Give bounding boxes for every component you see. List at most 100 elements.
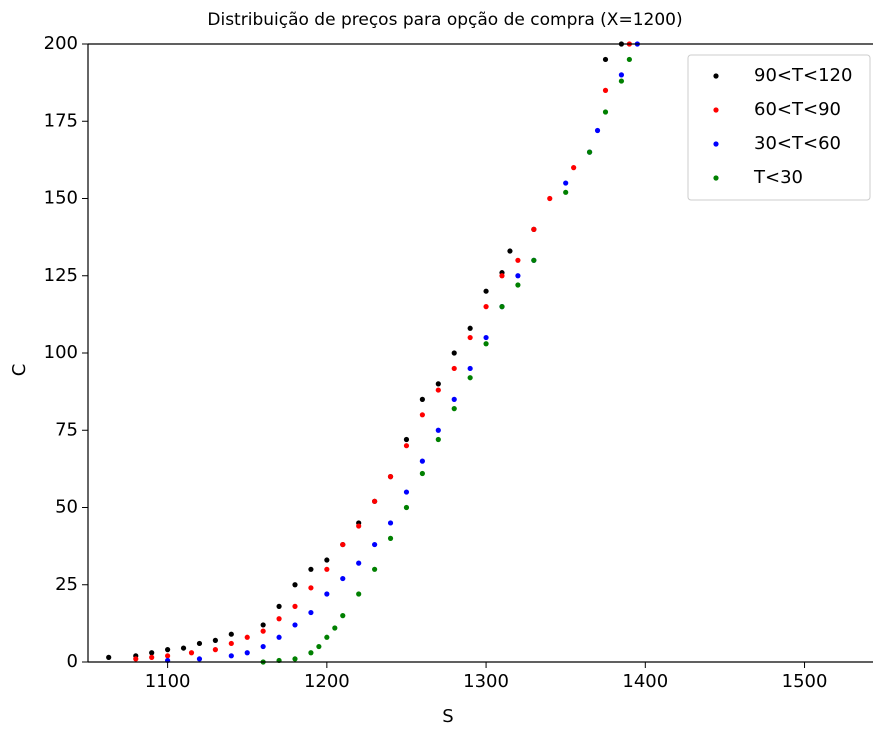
- point: [451, 396, 457, 402]
- y-tick-label: 150: [44, 188, 78, 209]
- point: [260, 622, 266, 628]
- point: [308, 650, 314, 656]
- x-tick-label: 1200: [304, 671, 350, 692]
- point: [340, 613, 346, 619]
- point: [435, 427, 441, 433]
- point: [212, 637, 218, 643]
- point: [467, 365, 473, 372]
- point: [419, 470, 425, 477]
- y-tick-label: 25: [55, 574, 78, 595]
- point: [228, 631, 234, 637]
- point: [356, 591, 362, 597]
- point: [499, 273, 505, 279]
- point: [563, 189, 569, 195]
- point: [324, 634, 330, 640]
- point: [356, 560, 362, 566]
- point: [149, 654, 155, 660]
- point: [483, 341, 489, 347]
- point: [419, 412, 425, 418]
- point: [403, 504, 410, 511]
- point: [292, 603, 298, 609]
- point: [260, 643, 266, 650]
- point: [483, 288, 489, 294]
- point: [547, 195, 553, 202]
- point: [531, 226, 537, 232]
- point: [483, 304, 489, 310]
- point: [308, 566, 314, 572]
- point: [602, 87, 609, 93]
- legend-box: [687, 54, 871, 201]
- point: [372, 541, 378, 548]
- point: [387, 535, 394, 542]
- point: [244, 634, 250, 640]
- point: [602, 56, 609, 63]
- point: [563, 180, 569, 186]
- legend-label: 90<T<120: [754, 65, 852, 86]
- point: [340, 575, 346, 582]
- y-tick-label: 125: [44, 265, 78, 286]
- point: [292, 622, 298, 628]
- legend-label: 60<T<90: [754, 99, 841, 120]
- point: [451, 350, 457, 356]
- legend-marker: [713, 73, 719, 79]
- point: [372, 498, 378, 504]
- legend-marker: [713, 107, 719, 113]
- point: [507, 248, 513, 254]
- point: [467, 325, 473, 331]
- point: [324, 591, 330, 597]
- point: [451, 365, 457, 372]
- legend-label: 30<T<60: [754, 133, 841, 154]
- legend-marker: [713, 175, 719, 181]
- point: [467, 375, 473, 381]
- chart-title: Distribuição de preços para opção de com…: [207, 10, 682, 30]
- point: [340, 541, 346, 548]
- point: [602, 109, 609, 115]
- point: [515, 282, 521, 288]
- point: [618, 78, 625, 84]
- point: [106, 654, 112, 660]
- y-tick-label: 200: [44, 33, 78, 54]
- point: [324, 566, 330, 572]
- point: [515, 257, 521, 263]
- point: [133, 656, 139, 662]
- point: [196, 640, 203, 647]
- point: [435, 436, 441, 443]
- x-axis-label: S: [442, 706, 453, 727]
- point: [188, 650, 195, 656]
- point: [618, 72, 625, 78]
- point: [499, 304, 505, 310]
- x-tick-label: 1100: [145, 671, 191, 692]
- point: [531, 257, 537, 263]
- point: [165, 647, 171, 653]
- point: [403, 443, 410, 449]
- point: [212, 647, 218, 653]
- point: [451, 406, 457, 412]
- point: [356, 523, 362, 529]
- point: [571, 165, 577, 171]
- point: [332, 625, 338, 631]
- point: [515, 273, 521, 279]
- point: [387, 520, 394, 526]
- point: [483, 334, 489, 341]
- point: [403, 489, 410, 495]
- point: [292, 656, 298, 662]
- legend-label: T<30: [753, 167, 803, 188]
- y-axis-label: C: [9, 364, 30, 377]
- point: [260, 628, 266, 634]
- point: [276, 634, 282, 640]
- point: [419, 396, 425, 402]
- point: [244, 650, 250, 656]
- point: [180, 645, 187, 651]
- point: [292, 582, 298, 588]
- point: [372, 566, 378, 572]
- legend-marker: [713, 141, 719, 147]
- point: [419, 458, 425, 464]
- y-tick-label: 50: [55, 497, 78, 518]
- y-tick-label: 0: [67, 651, 78, 672]
- point: [626, 56, 632, 63]
- point: [149, 650, 155, 656]
- point: [276, 616, 282, 622]
- point: [403, 436, 410, 443]
- y-tick-label: 75: [55, 419, 78, 440]
